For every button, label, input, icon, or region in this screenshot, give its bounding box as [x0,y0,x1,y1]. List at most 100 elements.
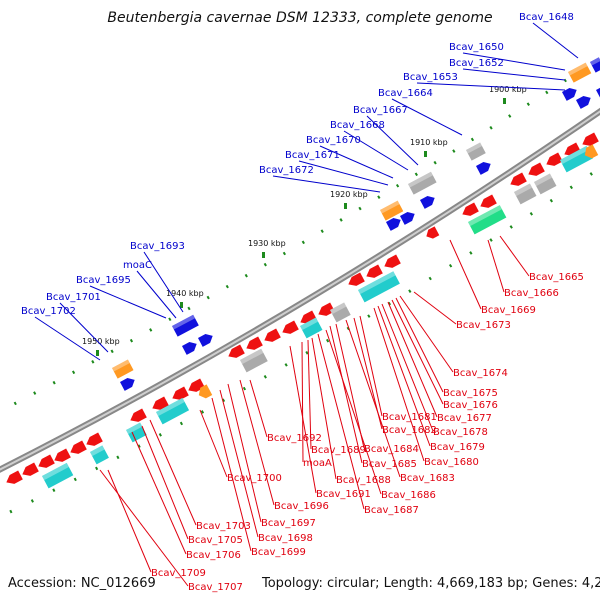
gene-label-minus: Bcav_1687 [364,505,419,516]
gene-minus-red [86,432,103,446]
gene-minus-red [172,386,189,400]
gene-label-plus: Bcav_1671 [285,150,340,161]
gene-plus-blue [596,86,600,99]
gene-plus-block [466,142,486,161]
minus-leader-line [307,339,312,450]
gene-label-minus: Bcav_1685 [362,459,417,470]
gene-label-minus: Bcav_1703 [196,521,251,532]
minus-leader-line [329,325,363,464]
gene-minus-red [54,448,71,462]
gene-plus-block [112,359,134,379]
gene-plus-block [408,171,437,195]
gene-label-minus: Bcav_1699 [251,547,306,558]
plus-leader-line [532,22,579,59]
gene-label-plus: moaC [123,260,152,271]
gene-minus-block [90,445,109,465]
minus-leader-line [381,303,434,432]
gene-plus-block [568,62,592,83]
gene-plus-blue [400,212,415,225]
gene-label-minus: Bcav_1696 [274,501,329,512]
gene-plus-blue [120,378,135,391]
gene-plus-blue [576,96,591,109]
gene-label-minus: Bcav_1676 [443,400,498,411]
gene-minus-block [534,173,557,195]
gene-layer [6,57,600,489]
gene-label-minus: Bcav_1669 [481,305,536,316]
minus-leader-line [373,307,425,462]
gene-minus-block [560,145,594,173]
plus-leader-line [462,68,566,81]
minus-leader-line [487,239,505,293]
gene-minus-red [426,226,440,239]
minus-leader-line [359,315,383,417]
gene-minus-red [582,132,599,146]
gene-label-minus: Bcav_1700 [227,473,282,484]
gene-label-minus: Bcav_1688 [336,475,391,486]
kbp-tick [344,203,347,209]
minus-leader-line [377,305,431,447]
gene-minus-red [510,172,527,186]
minus-leader-line [335,323,365,449]
minus-leader-line [99,469,189,587]
minus-leader-line [413,291,457,325]
gene-minus-red [348,272,365,286]
gene-plus-blue [420,196,435,209]
plus-leader-line [462,52,566,71]
gene-label-minus: Bcav_1684 [364,444,419,455]
plus-leader-line [136,270,177,319]
gene-minus-block [156,397,190,425]
minus-leader-line [317,333,365,510]
plus-leader-line [89,285,167,319]
genome-backbone-highlight [0,110,600,471]
gene-minus-red [282,320,299,334]
gene-minus-block [358,271,400,303]
kbp-tick [424,151,427,157]
gene-label-plus: Bcav_1667 [353,105,408,116]
gene-minus-red [318,302,335,316]
gene-label-minus: Bcav_1678 [433,427,488,438]
gene-label-minus: Bcav_1697 [261,518,316,529]
gene-label-plus: Bcav_1702 [21,306,76,317]
position-ring [9,166,600,514]
minus-leader-line [387,301,438,418]
gene-plus-blue [562,88,577,101]
kbp-tick-label: 1910 kbp [410,138,448,147]
gene-minus-red [152,396,169,410]
gene-plus-blue [386,218,401,231]
gene-minus-red [384,254,401,268]
gene-minus-red [462,202,479,216]
minus-leader-line [325,329,382,495]
kbp-tick [262,252,265,258]
minus-leader-line [449,239,482,310]
gene-label-minus: Bcav_1666 [504,288,559,299]
gene-minus-block [514,183,537,205]
plus-leader-line [59,302,109,353]
kbp-tick-label: 1940 kbp [166,289,204,298]
minus-leader-line [239,379,275,506]
minus-leader-line [499,235,530,277]
gene-plus-blue [198,334,213,347]
gene-label-minus: Bcav_1706 [186,550,241,561]
gene-minus-red [70,440,87,454]
gene-label-plus: Bcav_1648 [519,12,574,23]
position-ring [0,56,600,414]
gene-label-plus: Bcav_1650 [449,42,504,53]
plus-leader-line [319,145,394,179]
kbp-tick-label: 1900 kbp [489,85,527,94]
gene-label-minus: moaA [303,458,332,469]
gene-minus-block [126,422,147,443]
gene-minus-red [366,264,383,278]
summary-text: Topology: circular; Length: 4,669,183 bp… [261,576,600,591]
gene-minus-red [246,336,263,350]
gene-label-minus: Bcav_1674 [453,368,508,379]
minus-leader-line [391,299,444,405]
minus-leader-line [395,297,444,393]
gene-minus-red [38,454,55,468]
gene-plus-block [590,57,600,73]
minus-leader-line [219,389,259,538]
gene-minus-red [6,470,23,484]
plus-leader-line [34,316,101,361]
leader-line-layer [34,22,579,587]
gene-minus-red [228,344,245,358]
